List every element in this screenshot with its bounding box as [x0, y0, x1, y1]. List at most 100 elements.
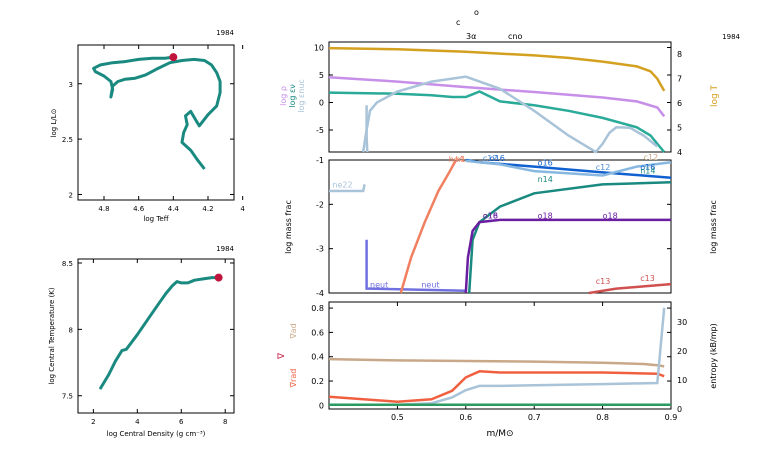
right-y-tick-label: 10 — [677, 376, 687, 385]
mid-series-line-c12 — [465, 159, 672, 177]
right-y-tick-label: 4 — [677, 148, 682, 157]
x-tick-label: 6 — [179, 418, 184, 426]
center-ylabel: log Central Temperature (K) — [48, 287, 56, 384]
profile-bottom-lines — [328, 307, 671, 406]
x-tick-label: 4.8 — [98, 205, 109, 213]
profile-top-frame — [328, 41, 672, 153]
y-tick-label: 0 — [319, 401, 324, 410]
hr-step-label: 1984 — [216, 29, 234, 37]
profile-mid-ticks: -4 -3 -2 -1 — [316, 156, 671, 298]
mid-ylabel: log mass frac — [284, 200, 293, 254]
mid-series-label: c13 — [640, 274, 655, 283]
center-xlabel: log Central Density (g cm⁻³) — [107, 430, 206, 438]
mid-series-label: c12 — [644, 153, 659, 162]
bottom-series-line — [328, 370, 665, 403]
hr-panel: 1984 4.8 4.6 4.4 4.2 4 2 2.5 3 log Teff log L/L… — [50, 29, 245, 223]
y-tick-label: 0 — [319, 99, 324, 108]
y-tick-label: 7.5 — [62, 393, 73, 401]
x-tick-label: 4.2 — [202, 205, 213, 213]
mid-series-label: ne22 — [332, 180, 352, 189]
x-tick-label: 0.9 — [665, 413, 678, 422]
bottom-series-line — [329, 307, 666, 406]
x-tick-label: 4 — [240, 205, 245, 213]
top-right-ylabel: log T — [710, 84, 720, 107]
right-y-tick-label: 7 — [677, 75, 682, 84]
burn-3a-label: 3α — [466, 32, 476, 41]
bottom-series-line — [328, 357, 665, 368]
center-ticks: 2 4 6 8 7.5 8 8.5 — [62, 259, 234, 426]
right-y-tick-label: 0 — [677, 405, 682, 414]
right-y-tick-label: 20 — [677, 347, 687, 356]
mid-series-label: o18 — [603, 212, 618, 221]
mid-series-label: o16 — [538, 158, 553, 167]
mid-series-line-neut — [365, 239, 466, 293]
mid-series-line-o18 — [464, 218, 671, 294]
y-tick-label: -2 — [316, 200, 324, 209]
center-track-line — [98, 276, 219, 390]
mid-series-label: o16 — [490, 154, 505, 163]
y-tick-label: 0.6 — [311, 328, 324, 337]
x-tick-label: 4.4 — [168, 205, 180, 213]
burn-c-label: c — [456, 18, 460, 27]
mid-series-label: c12 — [483, 154, 498, 163]
center-frame — [77, 258, 235, 414]
profile-step-label: 1984 — [722, 33, 740, 41]
mid-series-label: he4 — [449, 155, 464, 164]
bot-right-ylabel: entropy (kB/mp) — [709, 323, 718, 388]
mid-right-ylabel: log mass frac — [709, 200, 718, 254]
top-ylabel-nu: log εν — [288, 84, 297, 108]
x-tick-label: 0.7 — [528, 413, 541, 422]
right-y-tick-label: 5 — [677, 124, 682, 133]
mid-series-label: neut — [421, 281, 439, 290]
y-tick-label: 10 — [314, 44, 324, 53]
top-series-line — [365, 105, 369, 153]
mid-series-label: neut — [370, 281, 388, 290]
mid-series-label: o16 — [483, 212, 498, 221]
y-tick-label: 2.5 — [62, 136, 73, 144]
y-tick-label: 3 — [69, 81, 73, 89]
top-series-line — [361, 75, 659, 154]
x-tick-label: 4 — [135, 418, 140, 426]
mid-series-label: o18 — [538, 212, 553, 221]
hr-frame — [77, 44, 235, 201]
y-tick-label: 5 — [319, 71, 324, 80]
y-tick-label: 0.8 — [311, 304, 324, 313]
right-y-tick-label: 8 — [677, 50, 682, 59]
top-series-line — [328, 90, 666, 153]
top-series-line — [328, 46, 666, 92]
mid-series-line-c13 — [588, 282, 672, 295]
x-tick-label: 0.6 — [459, 413, 472, 422]
mid-series-line-n14 — [467, 180, 672, 294]
center-step-label: 1984 — [216, 245, 234, 253]
mid-series-label: n14 — [640, 166, 655, 175]
x-tick-label: 4.6 — [133, 205, 145, 213]
profile-bottom-frame — [328, 301, 672, 410]
y-tick-label: -1 — [316, 156, 324, 165]
mid-series-label: o16 — [640, 163, 655, 172]
x-tick-label: 2 — [91, 418, 95, 426]
y-tick-label: -5 — [316, 126, 324, 135]
top-series-line — [328, 75, 666, 118]
top-ylabel-rho: log ρ — [279, 86, 288, 106]
mid-series-label: c12 — [596, 163, 611, 172]
profile-mid-frame — [328, 159, 672, 294]
x-tick-label: 0.8 — [596, 413, 609, 422]
center-current-point — [214, 273, 223, 282]
bot-ylabel-ad: ∇ad — [289, 323, 298, 339]
mid-series-label: c13 — [596, 277, 611, 286]
bot-ylabel-grad: ∇ — [277, 352, 287, 360]
right-y-tick-label: 6 — [677, 99, 682, 108]
profile-top-lines — [328, 46, 666, 154]
mid-series-label: n14 — [538, 175, 553, 184]
mid-series-label: h1 — [456, 155, 466, 164]
x-tick-label: 0.5 — [391, 413, 404, 422]
x-tick-label: 8 — [223, 418, 227, 426]
hr-ylabel: log L/L⊙ — [50, 109, 58, 138]
hr-ticks: 4.8 4.6 4.4 4.2 4 2 2.5 3 — [62, 45, 245, 213]
profile-mid-lines — [329, 158, 672, 295]
hr-current-point — [169, 53, 178, 62]
mid-series-line-he4 — [399, 160, 457, 294]
mid-series-label: o18 — [483, 212, 498, 221]
